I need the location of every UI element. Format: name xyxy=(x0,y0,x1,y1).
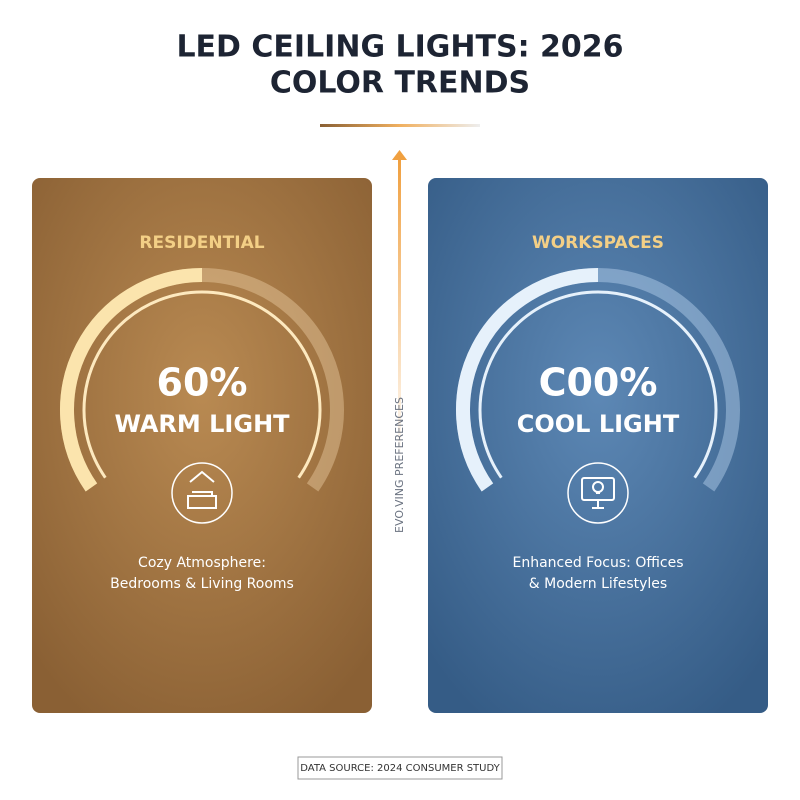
gauge-caption: COOL LIGHT xyxy=(517,410,680,438)
card-description: Cozy Atmosphere: xyxy=(138,555,266,571)
gauge-fill xyxy=(456,268,599,492)
gauge-inner xyxy=(478,290,718,479)
card-label: WORKSPACES xyxy=(532,233,664,253)
title-rule xyxy=(320,124,480,127)
gauge-value: 60% xyxy=(157,361,248,405)
gauge-caption: WARM LIGHT xyxy=(114,410,290,438)
divider-label: EVO.VING PREFERENCES xyxy=(393,397,406,533)
card-description: & Modern Lifestyles xyxy=(529,576,667,592)
title-line: COLOR TRENDS xyxy=(270,66,530,101)
gauge-fill xyxy=(60,268,203,492)
arrow-head xyxy=(392,150,407,160)
card-description: Enhanced Focus: Offices xyxy=(512,555,683,571)
gauge-value: C00% xyxy=(539,361,658,405)
divider-arrow xyxy=(398,160,401,460)
gauge-inner xyxy=(82,290,322,479)
source-box xyxy=(297,756,503,780)
card-label: RESIDENTIAL xyxy=(139,233,264,253)
card xyxy=(32,178,372,713)
home-icon xyxy=(171,462,233,524)
title-line: LED CEILING LIGHTS: 2026 xyxy=(176,30,623,65)
monitor-icon xyxy=(567,462,629,524)
card-description: Bedrooms & Living Rooms xyxy=(110,576,294,592)
source: DATA SOURCE: 2024 CONSUMER STUDY xyxy=(300,763,500,774)
card xyxy=(428,178,768,713)
